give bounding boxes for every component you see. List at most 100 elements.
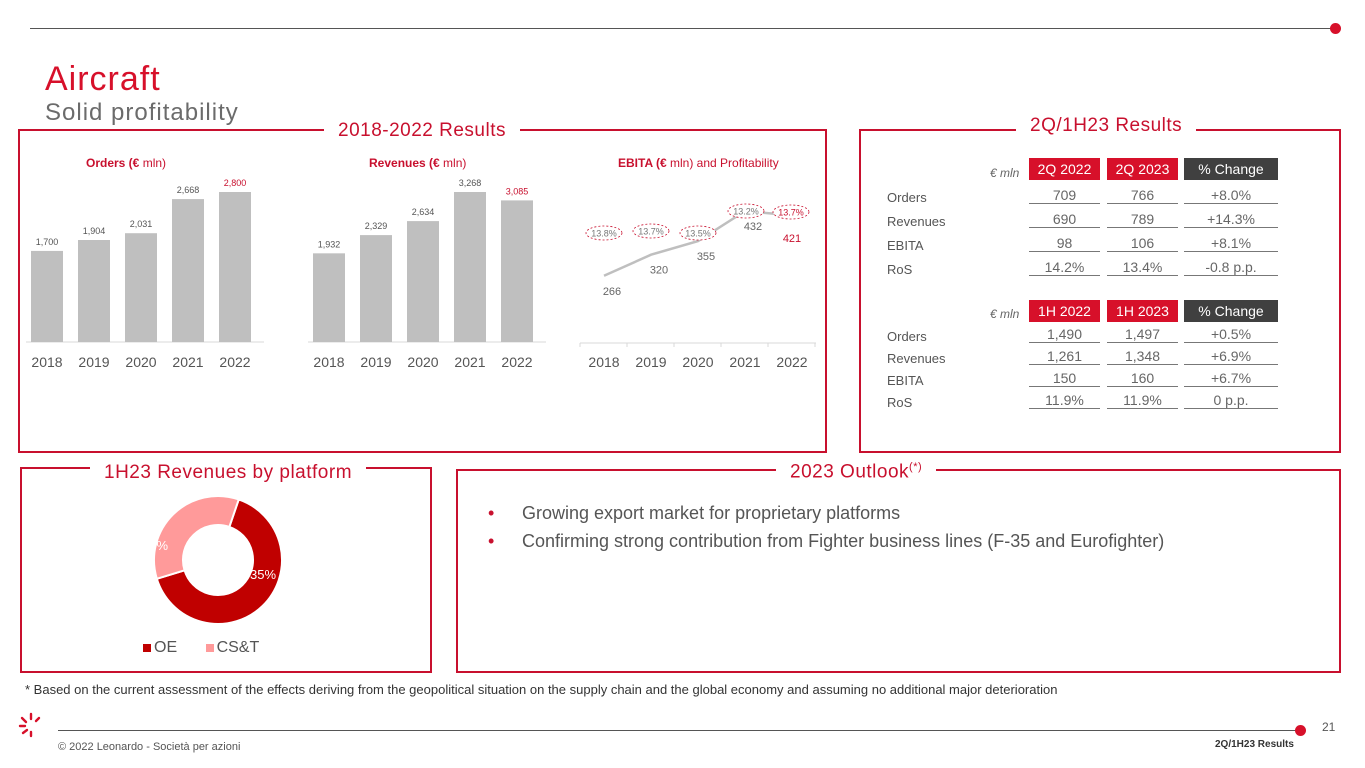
ros-label: 13.8%: [591, 229, 617, 239]
orders-year-label: 2021: [172, 354, 203, 370]
q2-cell: 766: [1107, 187, 1178, 204]
bottom-rule: [58, 730, 1298, 731]
outlook-box: [456, 469, 1341, 673]
revenues-value-label: 3,085: [506, 186, 529, 196]
platform-box-title: 1H23 Revenues by platform: [90, 462, 367, 484]
orders-year-label: 2022: [219, 354, 250, 370]
q2-cell: +14.3%: [1184, 211, 1278, 228]
ros-oval: [727, 203, 765, 219]
ros-oval: [679, 225, 717, 241]
revenues-bar: [313, 253, 345, 342]
revenues-bar: [407, 221, 439, 342]
h1-row-label: Revenues: [887, 351, 946, 366]
orders-year-label: 2020: [125, 354, 156, 370]
top-rule: [30, 28, 1335, 29]
orders-bar: [219, 192, 251, 342]
h1-cell: +0.5%: [1184, 326, 1278, 343]
revenues-bar: [454, 192, 486, 342]
legend-oe-swatch: [143, 644, 151, 652]
h1-cell: 11.9%: [1029, 392, 1100, 409]
q2-cell: +8.1%: [1184, 235, 1278, 252]
q2-cell: 98: [1029, 235, 1100, 252]
ebita-value-label: 320: [650, 265, 668, 277]
legend-oe-label: OE: [154, 639, 178, 656]
orders-value-label: 1,700: [36, 237, 59, 247]
legend-cst: CS&T: [205, 639, 260, 656]
ebita-value-label: 266: [603, 286, 621, 298]
header-2q-2022: 2Q 2022: [1029, 158, 1100, 180]
page-number: 21: [1322, 720, 1336, 734]
outlook-bullet-1: • Growing export market for proprietary p…: [488, 503, 901, 523]
h1-cell: 11.9%: [1107, 392, 1178, 409]
legend-cst-swatch: [205, 644, 214, 652]
bottom-rule-dot: [1295, 725, 1306, 736]
revenues-year-label: 2020: [407, 354, 438, 370]
revenues-year-label: 2022: [501, 354, 532, 370]
ebita-value-label: 432: [744, 221, 762, 233]
h1-cell: 160: [1107, 370, 1178, 387]
q2-cell: 14.2%: [1029, 259, 1100, 276]
q2-results-box-title: 2Q/1H23 Results: [1016, 115, 1197, 137]
outlook-box-title: 2023 Outlook(*): [776, 461, 937, 484]
ros-oval: [585, 225, 623, 241]
ebita-year-label: 2019: [635, 354, 666, 370]
unit-label-2q: € mln: [990, 166, 1020, 180]
ebita-year-label: 2020: [682, 354, 713, 370]
orders-year-label: 2019: [78, 354, 109, 370]
copyright: © 2022 Leonardo - Società per azioni: [58, 741, 241, 753]
legend-oe: OE: [143, 639, 177, 656]
donut-label-oe: 65%: [142, 538, 168, 553]
donut-slice-oe: [155, 498, 283, 625]
ebita-value-label: 355: [697, 251, 715, 263]
donut-slice-cst: [153, 495, 241, 581]
page-subtitle: Solid profitability: [45, 99, 239, 126]
ebita-year-label: 2022: [776, 354, 807, 370]
doc-label: 2Q/1H23 Results: [1215, 739, 1294, 750]
ebita-chart-title: EBITA (€ mln) and Profitability: [618, 156, 779, 170]
header-1h-2023: 1H 2023: [1107, 300, 1178, 322]
ros-oval: [772, 204, 810, 220]
q2-cell: 709: [1029, 187, 1100, 204]
orders-year-label: 2018: [31, 354, 62, 370]
orders-value-label: 2,668: [177, 185, 200, 195]
revenues-bar-chart: 1,932 2018 2,329 2019 2,634 2020 3,268 2021 3,08…: [308, 178, 546, 370]
ebita-value-label: 421: [783, 233, 801, 245]
h1-cell: 1,261: [1029, 348, 1100, 365]
ros-oval: [632, 223, 670, 239]
q2-cell: -0.8 p.p.: [1184, 259, 1278, 276]
revenues-year-label: 2018: [313, 354, 344, 370]
legend-cst-label: CS&T: [216, 639, 260, 656]
orders-bar: [172, 199, 204, 342]
orders-bar-chart: 1,700 2018 1,904 2019 2,031 2020 2,668 2021 2,80…: [26, 178, 264, 370]
h1-row-label: EBITA: [887, 373, 924, 388]
ebita-line: [603, 209, 793, 277]
outlook-bullet-2: • Confirming strong contribution from Fig…: [488, 531, 1165, 551]
revenues-bar: [360, 235, 392, 342]
ebita-year-label: 2021: [729, 354, 760, 370]
unit-label-1h: € mln: [990, 307, 1020, 321]
orders-chart-title: Orders (€ mln): [86, 156, 167, 170]
revenues-year-label: 2019: [360, 354, 391, 370]
header-1h-2022: 1H 2022: [1029, 300, 1100, 322]
footnote: * Based on the current assessment of the…: [25, 682, 1058, 697]
orders-value-label: 2,031: [130, 219, 153, 229]
h1-cell: +6.9%: [1184, 348, 1278, 365]
leonardo-logo-icon: [18, 712, 41, 738]
orders-bar: [31, 250, 63, 342]
q2-cell: 106: [1107, 235, 1178, 252]
results-box-title: 2018-2022 Results: [324, 120, 520, 142]
orders-bar: [78, 240, 110, 342]
ros-label: 13.7%: [638, 227, 664, 237]
h1-cell: 1,490: [1029, 326, 1100, 343]
q2-row-label: RoS: [887, 262, 913, 277]
orders-bar: [125, 233, 157, 342]
page-title: Aircraft: [45, 60, 161, 98]
revenues-value-label: 2,329: [365, 221, 388, 231]
top-rule-dot: [1330, 23, 1341, 34]
q2-cell: 789: [1107, 211, 1178, 228]
h1-cell: 1,497: [1107, 326, 1178, 343]
q2-row-label: Orders: [887, 190, 927, 205]
h1-cell: 150: [1029, 370, 1100, 387]
revenues-year-label: 2021: [454, 354, 485, 370]
donut-legend: OE CS&T: [143, 639, 259, 657]
